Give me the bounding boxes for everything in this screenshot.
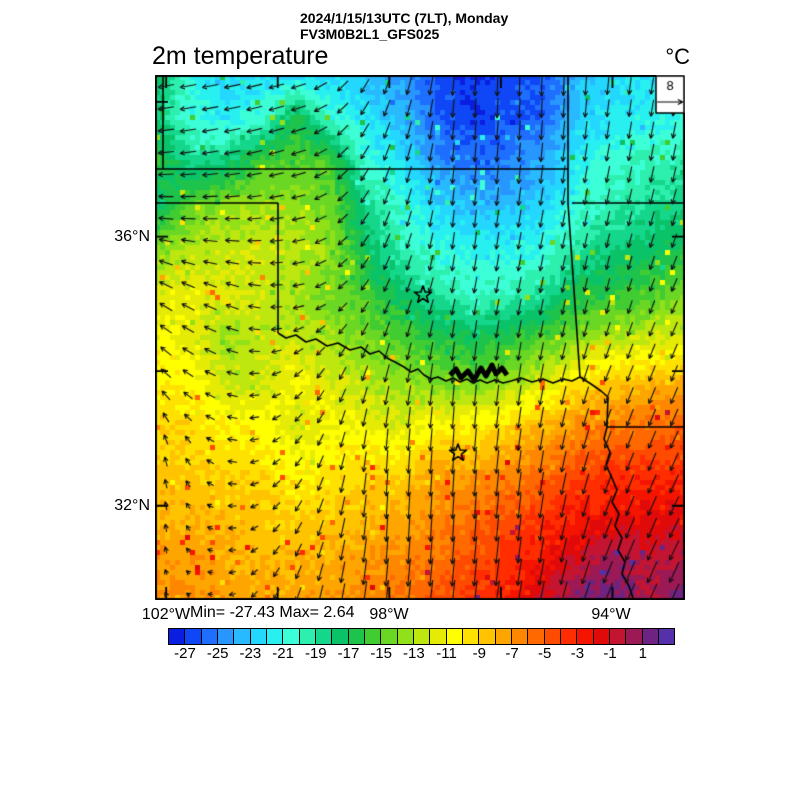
colorbar-tick-label: -19 [304,645,327,662]
colorbar-cell [234,629,251,644]
colorbar-tick-label: -7 [505,645,519,662]
colorbar-cell [250,629,267,644]
colorbar-tick-label: -15 [370,645,393,662]
colorbar-cell [577,629,594,644]
colorbar-tick-label: -9 [472,645,486,662]
colorbar-cell [169,629,186,644]
colorbar-cell [544,629,561,644]
colorbar-cell [201,629,218,644]
colorbar-tick-label: 1 [638,645,647,662]
lat-label-36n: 36°N [114,228,150,245]
colorbar-cell [642,629,659,644]
colorbar-cell [626,629,643,644]
colorbar-cell [479,629,496,644]
colorbar-cell [462,629,480,644]
colorbar-cell [593,629,610,644]
colorbar-cell [609,629,627,644]
colorbar-tick-label: -27 [174,645,196,662]
colorbar-cell [413,629,431,644]
colorbar-cell [495,629,512,644]
lon-label-94w: 94°W [591,606,631,623]
colorbar-cell [560,629,578,644]
colorbar-cell [299,629,316,644]
colorbar-tick-label: -17 [337,645,360,662]
temperature-map-canvas [155,75,685,600]
lon-label-98w: 98°W [369,606,409,623]
colorbar-tick-label: -1 [603,645,617,662]
colorbar-cell [348,629,365,644]
minmax-stats: Min= -27.43 Max= 2.64 [190,604,355,621]
colorbar-tick-label: -3 [570,645,585,662]
colorbar-tick-label: -21 [272,645,294,662]
colorbar-cell [381,629,398,644]
colorbar-cell [332,629,349,644]
colorbar-tick-label: -25 [206,645,229,662]
colorbar-tick-label: -23 [239,645,262,662]
model-line: FV3M0B2L1_GFS025 [300,26,440,42]
colorbar-cell [397,629,414,644]
colorbar-cell [315,629,333,644]
colorbar-cell [364,629,382,644]
lat-label-32n: 32°N [114,497,150,514]
colorbar-tick-label: -11 [436,645,457,662]
colorbar-cell [430,629,447,644]
datetime-line: 2024/1/15/13UTC (7LT), Monday [300,10,509,26]
lon-label-102w: 102°W [141,606,191,623]
colorbar-cell [528,629,545,644]
colorbar-tick-label: -5 [538,645,552,662]
colorbar [168,628,675,645]
colorbar-cell [511,629,529,644]
colorbar-cell [266,629,284,644]
plot-title: 2m temperature [152,42,329,70]
colorbar-cell [217,629,235,644]
colorbar-cell [185,629,202,644]
colorbar-cell [283,629,300,644]
colorbar-cell [658,629,675,644]
colorbar-tick-label: -13 [403,645,425,662]
units-label: °C [665,44,690,69]
colorbar-cell [446,629,463,644]
